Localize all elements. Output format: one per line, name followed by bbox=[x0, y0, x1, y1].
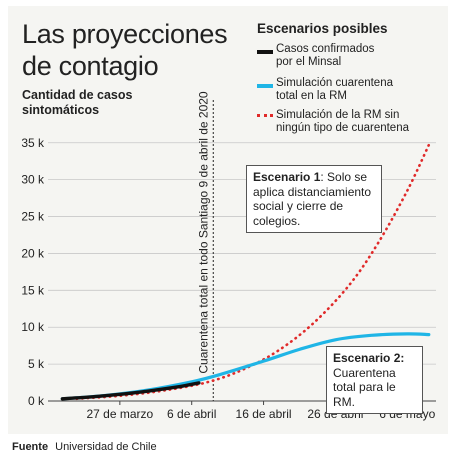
callout-scenario-2-text: Cuarentena total para le RM. bbox=[333, 365, 396, 409]
legend-item-quarantine: Simulación cuarentena total en la RM bbox=[276, 77, 393, 103]
legend-swatch-confirmed bbox=[257, 50, 273, 54]
y-tick-label: 30 k bbox=[21, 173, 45, 187]
y-tick-label: 20 k bbox=[21, 246, 45, 260]
y-tick-label: 35 k bbox=[21, 136, 45, 150]
y-tick-label: 15 k bbox=[21, 283, 45, 297]
y-axis-label-line-1: Cantidad de casos bbox=[22, 88, 133, 102]
y-tick-label: 25 k bbox=[21, 210, 45, 224]
legend-label-no-quarantine-1: Simulación de la RM sin bbox=[276, 109, 400, 121]
quarantine-vline-label: Cuarentena total en todo Santiago 9 de a… bbox=[196, 91, 210, 374]
legend-swatch-quarantine bbox=[257, 84, 273, 88]
callout-scenario-1: Escenario 1: Solo se aplica distanciamie… bbox=[246, 165, 382, 233]
legend-label-quarantine-1: Simulación cuarentena bbox=[276, 77, 393, 89]
legend-label-confirmed-2: por el Minsal bbox=[276, 56, 342, 68]
callout-scenario-2-title: Escenario 2: bbox=[333, 351, 405, 365]
legend-item-no-quarantine: Simulación de la RM sin ningún tipo de c… bbox=[276, 109, 409, 135]
y-tick-labels: 0 k 5 k 10 k 15 k 20 k 25 k 30 k 35 k bbox=[21, 136, 45, 408]
legend-label-no-quarantine-2: ningún tipo de cuarentena bbox=[276, 122, 409, 134]
source-text: Universidad de Chile bbox=[55, 441, 157, 453]
legend-title: Escenarios posibles bbox=[257, 21, 388, 36]
y-tick-label: 0 k bbox=[28, 394, 45, 408]
chart-title: Las proyecciones de contagio bbox=[22, 18, 228, 82]
legend-label-quarantine-2: total en la RM bbox=[276, 90, 347, 102]
series-lines bbox=[60, 143, 431, 401]
source-label: Fuente bbox=[12, 441, 49, 453]
legend-item-confirmed: Casos confirmados por el Minsal bbox=[276, 43, 374, 69]
y-axis-label: Cantidad de casos sintomáticos bbox=[22, 88, 132, 118]
title-line-1: Las proyecciones bbox=[22, 19, 228, 49]
x-tick-label: 16 de abril bbox=[236, 407, 292, 421]
callout-scenario-2: Escenario 2: Cuarentena total para le RM… bbox=[326, 346, 423, 414]
y-tick-label: 10 k bbox=[21, 320, 45, 334]
x-tick-label: 6 de abril bbox=[167, 407, 216, 421]
legend-label-confirmed-1: Casos confirmados bbox=[276, 43, 375, 55]
legend-swatch-no-quarantine bbox=[257, 114, 273, 117]
series-line-confirmed bbox=[60, 381, 201, 401]
y-axis-label-line-2: sintomáticos bbox=[22, 103, 100, 117]
y-tick-label: 5 k bbox=[28, 357, 45, 371]
callout-scenario-1-text: : Solo se aplica distanciamiento social … bbox=[253, 170, 372, 228]
series-line-no-quarantine bbox=[75, 143, 431, 401]
title-line-2: de contagio bbox=[22, 51, 159, 81]
callout-scenario-1-title: Escenario 1 bbox=[253, 170, 321, 184]
source-note: Fuente Universidad de Chile bbox=[12, 441, 157, 453]
x-tick-label: 27 de marzo bbox=[87, 407, 154, 421]
x-tick-labels: 27 de marzo 6 de abril 16 de abril 26 de ab… bbox=[87, 407, 436, 421]
